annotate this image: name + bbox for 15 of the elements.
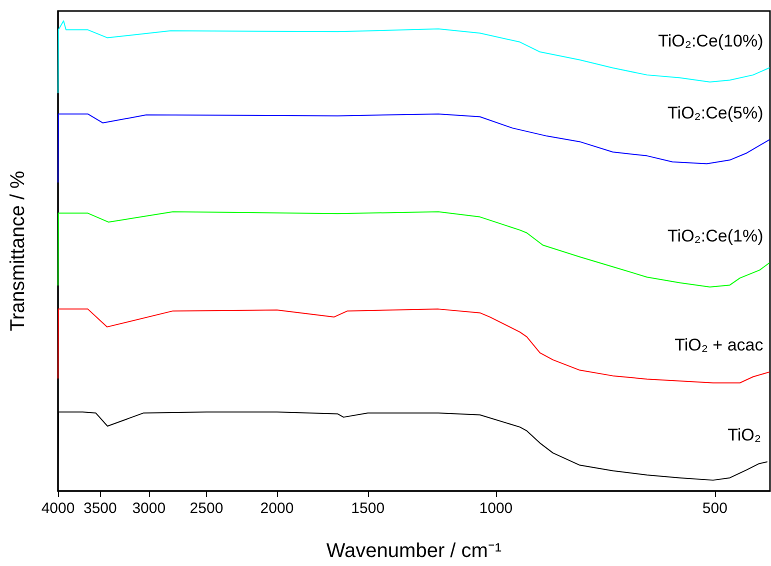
x-tick-label: 2500 <box>190 500 224 517</box>
series-label: TiO₂ + acac <box>674 336 764 355</box>
series-label: TiO₂:Ce(5%) <box>668 103 764 122</box>
x-tick-label: 2000 <box>260 500 294 517</box>
series-label: TiO₂:Ce(1%) <box>668 226 764 246</box>
x-tick-label: 500 <box>702 500 728 517</box>
y-axis-title: Transmittance / % <box>7 170 29 332</box>
x-axis-title: Wavenumber / cm⁻¹ <box>326 540 502 562</box>
x-tick-label: 3500 <box>83 500 117 517</box>
series-label: TiO₂ <box>728 425 762 444</box>
x-tick-label: 1500 <box>351 500 385 517</box>
x-tick-label: 4000 <box>41 500 75 517</box>
series-label: TiO₂:Ce(10%) <box>658 31 764 50</box>
x-tick-label: 1000 <box>479 500 513 517</box>
x-tick-label: 3000 <box>132 500 166 517</box>
